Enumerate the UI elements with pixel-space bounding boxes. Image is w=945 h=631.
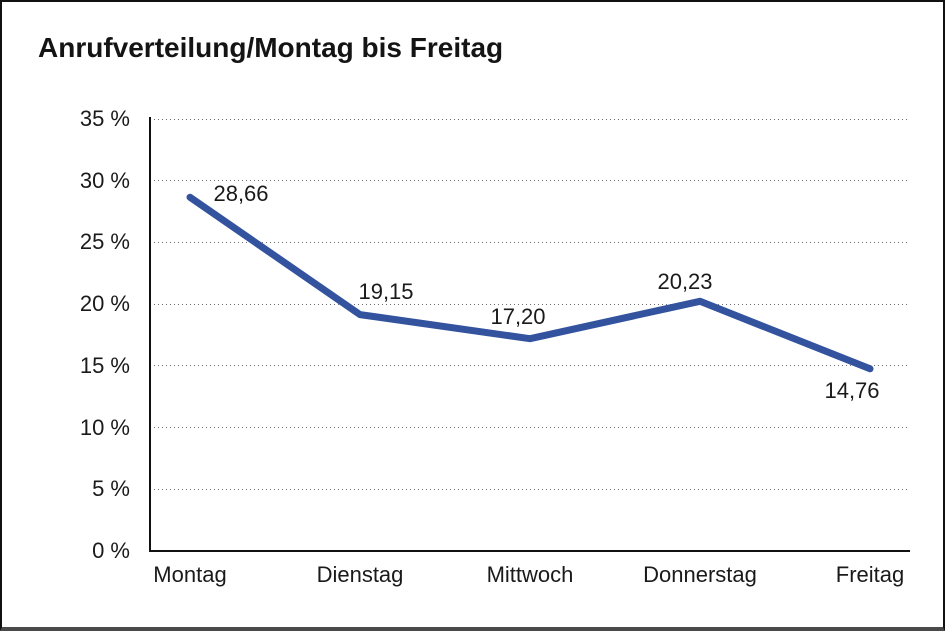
gridline-15: [150, 365, 910, 367]
y-tick-label-0: 0 %: [92, 538, 130, 563]
y-tick-label-30: 30 %: [79, 167, 130, 193]
x-tick-label-freitag: Freitag: [835, 562, 905, 587]
value-label-freitag: 14,76: [824, 377, 880, 403]
gridline-25: [150, 241, 910, 243]
gridline-5: [150, 488, 910, 490]
y-tick-label-25: 25 %: [79, 229, 130, 255]
gridline-20: [150, 303, 910, 305]
chart-title: Anrufverteilung/Montag bis Freitag: [38, 32, 504, 63]
y-tick-label-5: 5 %: [92, 476, 130, 502]
y-tick-label-15: 15 %: [79, 352, 130, 378]
gridline-35: [150, 118, 910, 120]
y-tick-label-20: 20 %: [79, 291, 130, 317]
x-tick-label-dienstag: Dienstag: [316, 562, 404, 587]
x-tick-label-donnerstag: Donnerstag: [643, 562, 757, 587]
gridline-10: [150, 427, 910, 429]
y-tick-label-35: 35 %: [79, 106, 130, 131]
gridline-30: [150, 180, 910, 182]
value-label-mittwoch: 17,20: [490, 303, 546, 329]
x-tick-label-montag: Montag: [153, 562, 227, 587]
value-label-donnerstag: 20,23: [657, 269, 713, 295]
value-label-montag: 28,66: [213, 181, 269, 207]
value-label-dienstag: 19,15: [358, 278, 414, 304]
y-axis-line: [149, 117, 151, 552]
x-axis-line: [149, 550, 910, 552]
y-tick-label-10: 10 %: [79, 414, 130, 440]
x-tick-label-mittwoch: Mittwoch: [486, 562, 574, 587]
data-line-path: [186, 193, 874, 373]
